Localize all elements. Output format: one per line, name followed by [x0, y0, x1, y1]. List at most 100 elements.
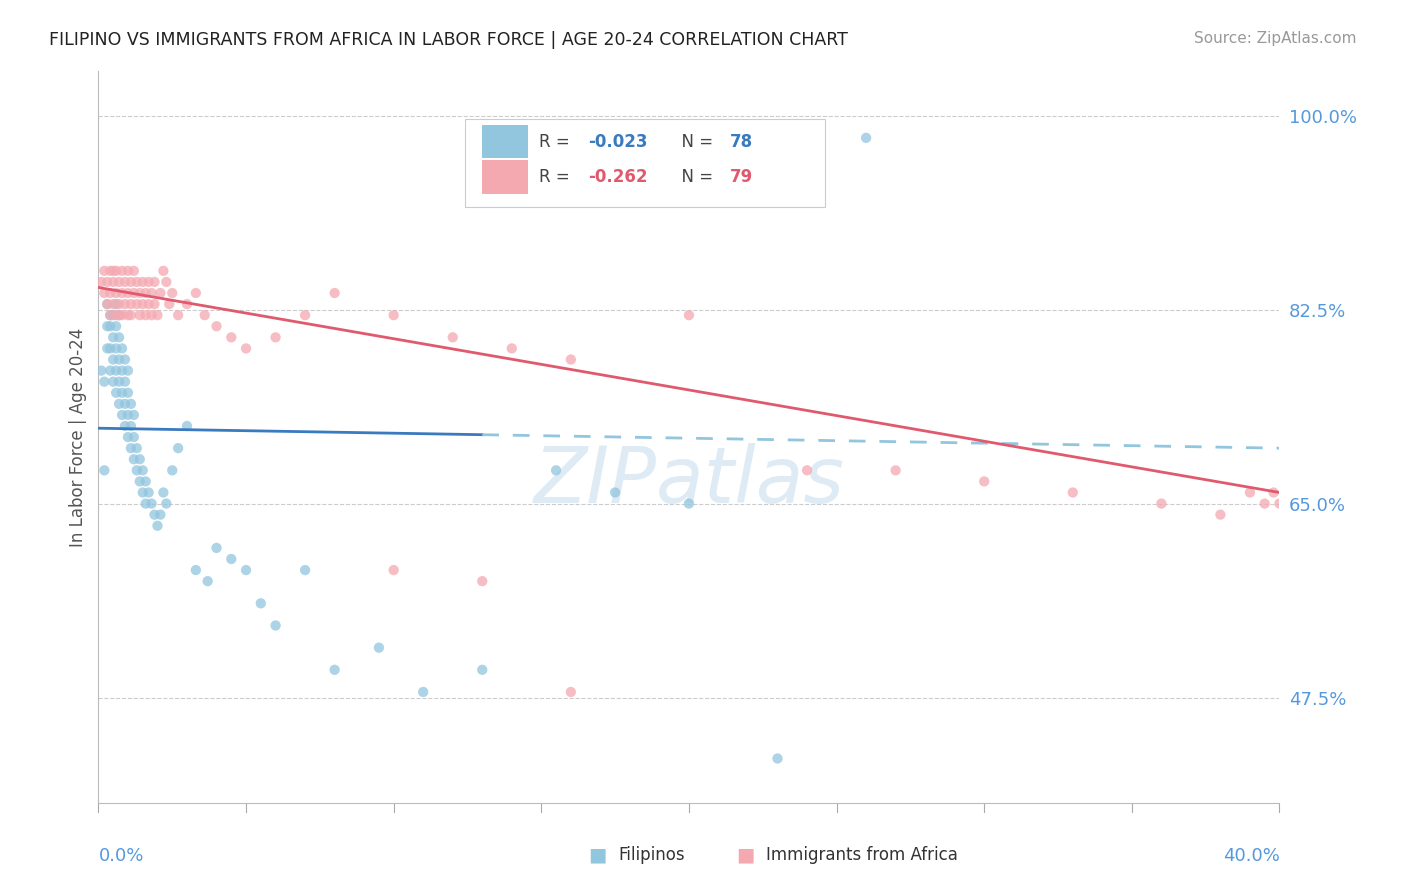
Point [264, 618, 287, 632]
Point [1254, 497, 1277, 511]
Point [132, 463, 155, 477]
Point [103, 375, 125, 389]
Point [152, 264, 174, 278]
Point [605, 485, 627, 500]
Point [143, 297, 166, 311]
Point [98, 363, 121, 377]
Point [122, 264, 145, 278]
Point [108, 352, 131, 367]
Point [98, 342, 121, 356]
Point [155, 497, 177, 511]
Point [135, 285, 157, 300]
Point [141, 285, 163, 300]
Point [90, 363, 112, 377]
Point [135, 308, 157, 322]
Point [1209, 508, 1232, 522]
Point [125, 463, 148, 477]
Point [471, 574, 494, 589]
Point [117, 408, 139, 422]
Point [162, 285, 183, 300]
Point [114, 397, 136, 411]
Point [796, 463, 818, 477]
Point [678, 308, 700, 322]
Point [105, 285, 128, 300]
Point [678, 497, 700, 511]
Point [120, 308, 142, 322]
Point [368, 640, 391, 655]
Point [560, 352, 582, 367]
Point [114, 275, 136, 289]
Point [221, 330, 243, 344]
Point [103, 297, 125, 311]
Text: R =: R = [538, 168, 575, 186]
Point [120, 441, 142, 455]
Point [103, 352, 125, 367]
Point [111, 308, 134, 322]
Point [120, 297, 142, 311]
Point [471, 663, 494, 677]
Point [105, 297, 128, 311]
Point [108, 297, 131, 311]
Text: -0.262: -0.262 [589, 168, 648, 186]
Point [114, 419, 136, 434]
Point [884, 463, 907, 477]
Point [441, 330, 464, 344]
Point [143, 275, 166, 289]
Point [766, 751, 789, 765]
Text: N =: N = [671, 133, 718, 151]
Point [114, 352, 136, 367]
FancyBboxPatch shape [482, 160, 529, 194]
Point [235, 342, 257, 356]
Point [138, 485, 160, 500]
Point [184, 563, 207, 577]
Point [96, 319, 118, 334]
Text: 0.0%: 0.0% [98, 847, 143, 864]
Point [108, 275, 131, 289]
Point [155, 275, 177, 289]
Point [117, 308, 139, 322]
Point [141, 497, 163, 511]
Point [128, 452, 150, 467]
Point [122, 285, 145, 300]
Point [152, 485, 174, 500]
Point [1263, 485, 1285, 500]
Point [105, 363, 128, 377]
Point [122, 408, 145, 422]
Point [105, 264, 128, 278]
Point [176, 419, 198, 434]
Point [221, 552, 243, 566]
Text: N =: N = [671, 168, 718, 186]
Point [117, 264, 139, 278]
Point [120, 397, 142, 411]
Point [125, 297, 148, 311]
Point [205, 541, 228, 555]
Point [1239, 485, 1261, 500]
Point [111, 342, 134, 356]
Point [167, 441, 190, 455]
Text: 40.0%: 40.0% [1223, 847, 1279, 864]
Point [146, 308, 169, 322]
Point [135, 497, 157, 511]
Point [973, 475, 995, 489]
Point [117, 385, 139, 400]
Point [149, 508, 172, 522]
Point [146, 518, 169, 533]
Point [323, 663, 346, 677]
Point [382, 308, 405, 322]
Point [125, 275, 148, 289]
Point [93, 285, 115, 300]
Point [176, 297, 198, 311]
Text: Filipinos: Filipinos [619, 846, 685, 863]
Point [128, 285, 150, 300]
Point [117, 363, 139, 377]
Point [96, 297, 118, 311]
Text: FILIPINO VS IMMIGRANTS FROM AFRICA IN LABOR FORCE | AGE 20-24 CORRELATION CHART: FILIPINO VS IMMIGRANTS FROM AFRICA IN LA… [49, 31, 848, 49]
Point [132, 297, 155, 311]
Point [90, 275, 112, 289]
Point [93, 375, 115, 389]
Point [111, 408, 134, 422]
Point [382, 563, 405, 577]
Point [98, 308, 121, 322]
Point [162, 463, 183, 477]
Text: Immigrants from Africa: Immigrants from Africa [766, 846, 957, 863]
